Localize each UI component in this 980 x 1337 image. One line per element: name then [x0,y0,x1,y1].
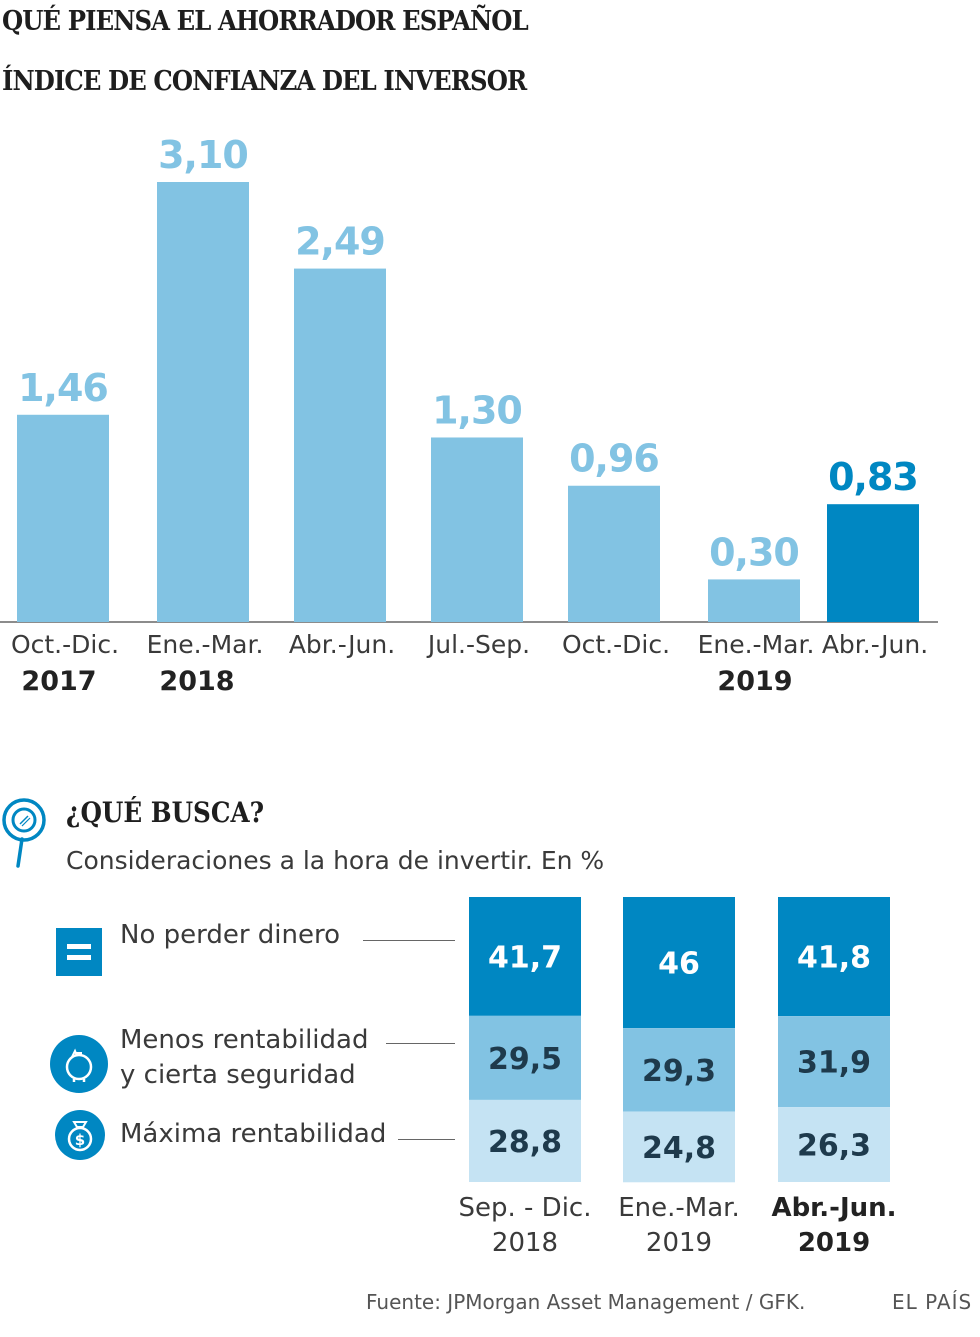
segment-value-label: 41,7 [488,940,562,975]
bar [708,579,800,622]
segment-value-label: 29,5 [488,1042,562,1077]
column-year-label: 2018 [492,1228,558,1258]
category-label: Jul.-Sep. [426,630,530,659]
bar [157,182,249,622]
legend-label-menos-line2: y cierta seguridad [120,1060,356,1090]
category-label: Oct.-Dic. [562,630,670,659]
category-label: Ene.-Mar. [698,630,815,659]
bar-value-label: 2,49 [295,220,385,264]
legend-label-no-perder: No perder dinero [120,920,341,950]
category-label: Ene.-Mar. [147,630,264,659]
stack-segment [623,1111,735,1183]
column-year-label: 2019 [646,1228,712,1258]
section-subtitle: Consideraciones a la hora de invertir. E… [66,846,605,875]
category-label: Abr.-Jun. [822,630,928,659]
bar-value-label: 0,83 [828,455,918,499]
stack-segment [778,1107,890,1182]
stack-segment [778,897,890,1017]
stack-segment [623,897,735,1029]
column-year-label: 2019 [798,1228,870,1258]
legend-label-menos-line1: Menos rentabilidad [120,1025,369,1055]
equals-icon [56,928,102,976]
money-bag-icon: $ [55,1110,105,1160]
chart-title: QUÉ PIENSA EL AHORRADOR ESPAÑOL [2,6,529,37]
brand-label: EL PAÍS [892,1290,973,1314]
legend-leader-line [398,1139,455,1140]
column-period-label: Ene.-Mar. [618,1193,739,1223]
bar [827,504,919,622]
stack-segment [469,897,581,1016]
bar-value-label: 0,96 [569,437,659,481]
column-period-label: Sep. - Dic. [459,1193,592,1223]
bar [294,268,386,622]
bar-value-label: 1,30 [432,388,522,432]
piggy-bank-icon [50,1035,108,1093]
legend-leader-line [386,1043,455,1044]
segment-value-label: 28,8 [488,1125,562,1160]
segment-value-label: 41,8 [797,941,871,976]
legend-leader-line [363,940,455,941]
bar [17,414,109,622]
segment-value-label: 24,8 [642,1131,716,1166]
bar-value-label: 1,46 [18,366,108,410]
segment-value-label: 26,3 [797,1129,871,1164]
bar [431,437,523,622]
segment-value-label: 31,9 [797,1046,871,1081]
svg-text:$: $ [75,1131,85,1149]
column-period-label: Abr.-Jun. [771,1193,896,1223]
bar [568,485,660,622]
chart-subtitle: ÍNDICE DE CONFIANZA DEL INVERSOR [2,66,527,97]
stack-segment [778,1016,890,1108]
confidence-bar-chart: 1,46 Oct.-Dic. 2017 3,10 Ene.-Mar. 2018 2,49 Ab… [0,133,938,697]
stacked-bar-chart: 41,7 29,5 28,8 Sep. - Dic. 2018 46 29,3 24,8 Ene… [459,897,897,1258]
year-label: 2019 [717,666,792,697]
category-label: Abr.-Jun. [289,630,395,659]
stack-segment [469,1099,581,1182]
bar-value-label: 0,30 [709,530,799,574]
stack-segment [623,1028,735,1112]
year-label: 2017 [21,666,96,697]
segment-value-label: 29,3 [642,1054,716,1089]
legend-label-maxima: Máxima rentabilidad [120,1119,387,1149]
magnifier-icon [2,798,46,868]
segment-value-label: 46 [658,947,700,982]
bar-value-label: 3,10 [158,133,248,177]
stack-segment [469,1015,581,1100]
source-note: Fuente: JPMorgan Asset Management / GFK. [366,1290,806,1314]
category-label: Oct.-Dic. [11,630,119,659]
year-label: 2018 [159,666,234,697]
section-title: ¿QUÉ BUSCA? [66,796,265,829]
